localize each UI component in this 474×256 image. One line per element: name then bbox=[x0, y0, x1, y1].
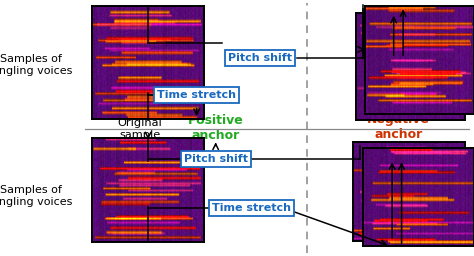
Text: Pitch shift: Pitch shift bbox=[183, 154, 248, 164]
Text: Negative
anchor: Negative anchor bbox=[367, 113, 429, 141]
Text: Samples of
singling voices: Samples of singling voices bbox=[0, 55, 72, 76]
Text: Pitch shift: Pitch shift bbox=[228, 53, 292, 63]
Text: Original
sample: Original sample bbox=[118, 119, 162, 140]
Text: Time stretch: Time stretch bbox=[212, 203, 291, 213]
Text: Samples of
singling voices: Samples of singling voices bbox=[0, 185, 72, 207]
Text: Positive
anchor: Positive anchor bbox=[188, 114, 244, 142]
Text: Time stretch: Time stretch bbox=[157, 90, 236, 100]
